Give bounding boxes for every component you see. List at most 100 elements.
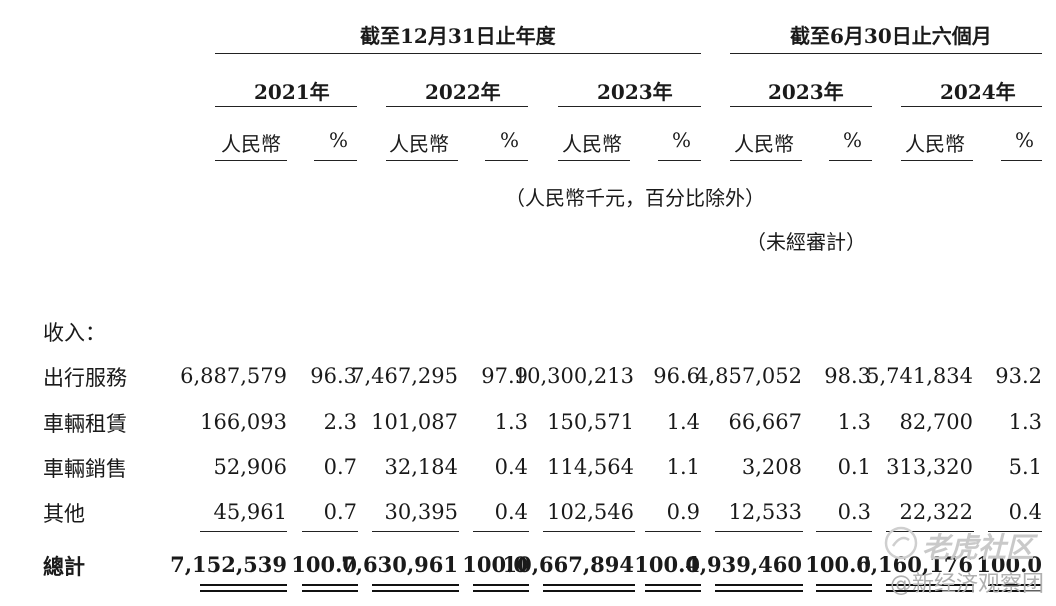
total-label: 總計 [43,554,85,579]
table-cell: 52,906 [213,455,287,479]
table-cell: 1.3 [837,410,871,434]
row-label: 車輛租賃 [43,412,127,436]
total-double-rule [715,584,803,592]
table-cell: 1.1 [666,455,700,479]
table-cell: 45,961 [213,500,287,524]
table-cell: 0.1 [837,455,871,479]
row-label: 車輛銷售 [43,457,127,481]
table-cell: 3,208 [741,455,802,479]
year-header: 2022年 [425,80,501,104]
table-cell: 12,533 [728,500,802,524]
subtotal-rule [816,531,872,532]
table-cell: 6,887,579 [180,364,287,388]
total-cell: 10,667,894 [502,552,634,577]
col-underline [485,160,528,161]
row-label: 出行服務 [43,366,127,390]
year-header: 2023年 [597,80,673,104]
col-underline [314,160,357,161]
year-header: 2024年 [940,80,1016,104]
watermark-logo-icon [884,526,918,560]
table-cell: 0.4 [1008,500,1042,524]
total-double-rule [543,584,635,592]
total-double-rule [816,584,872,592]
year-underline [730,106,872,107]
table-cell: 97.9 [481,364,528,388]
col-underline [386,160,458,161]
total-cell: 4,939,460 [685,552,802,577]
col-underline [558,160,630,161]
col-rmb-header: 人民幣 [562,132,622,156]
header-group-annual: 截至12月31日止年度 [360,24,556,48]
subtotal-rule [988,531,1042,532]
total-double-rule [473,584,529,592]
col-pct-header: % [843,128,863,152]
col-pct-header: % [1015,128,1035,152]
col-pct-header: % [672,128,692,152]
header-group-halfyear-underline [730,53,1042,54]
table-cell: 2.3 [323,410,357,434]
header-group-annual-underline [215,53,701,54]
col-underline [215,160,287,161]
total-cell: 7,152,539 [170,552,287,577]
year-underline [386,106,528,107]
col-underline [901,160,973,161]
table-cell: 1.4 [666,410,700,434]
total-cell: 100.0 [462,552,528,577]
total-cell: 100.0 [291,552,357,577]
subtotal-rule [473,531,529,532]
table-cell: 5,741,834 [866,364,973,388]
year-header: 2021年 [254,80,330,104]
table-cell: 102,546 [547,500,634,524]
table-cell: 0.4 [494,455,528,479]
table-cell: 1.3 [1008,410,1042,434]
watermark-line2: @新经济观察团 [890,572,1045,597]
subtotal-rule [886,531,974,532]
table-cell: 1.3 [494,410,528,434]
table-cell: 0.7 [323,455,357,479]
year-underline [901,106,1042,107]
subtotal-rule [645,531,701,532]
total-cell: 100.0 [634,552,700,577]
watermark-line1: 老虎社区 [922,531,1035,564]
table-cell: 313,320 [886,455,973,479]
table-cell: 0.3 [837,500,871,524]
table-cell: 0.4 [494,500,528,524]
table-cell: 82,700 [899,410,973,434]
col-rmb-header: 人民幣 [734,132,794,156]
table-cell: 0.9 [666,500,700,524]
table-cell: 166,093 [200,410,287,434]
col-rmb-header: 人民幣 [905,132,965,156]
total-double-rule [988,584,1042,592]
table-cell: 22,322 [899,500,973,524]
col-pct-header: % [500,128,520,152]
unaudited-note: （未經審計） [746,230,866,254]
table-cell: 96.6 [653,364,700,388]
subtotal-rule [200,531,287,532]
table-cell: 30,395 [384,500,458,524]
table-cell: 10,300,213 [513,364,634,388]
year-underline [215,106,357,107]
subtotal-rule [372,531,459,532]
table-cell: 93.2 [995,364,1042,388]
table-cell: 96.3 [310,364,357,388]
total-double-rule [302,584,358,592]
subtotal-rule [543,531,635,532]
col-rmb-header: 人民幣 [389,132,449,156]
table-cell: 7,467,295 [351,364,458,388]
table-cell: 32,184 [384,455,458,479]
total-cell: 100.0 [976,552,1042,577]
total-double-rule [645,584,701,592]
col-underline [829,160,872,161]
table-cell: 5.1 [1008,455,1042,479]
total-double-rule [200,584,287,592]
subtotal-rule [715,531,803,532]
header-group-halfyear: 截至6月30日止六個月 [790,24,992,48]
table-cell: 150,571 [547,410,634,434]
total-cell: 6,160,176 [856,552,973,577]
col-underline [1001,160,1042,161]
table-cell: 98.3 [824,364,871,388]
table-cell: 0.7 [323,500,357,524]
table-cell: 66,667 [728,410,802,434]
col-rmb-header: 人民幣 [221,132,281,156]
year-underline [558,106,701,107]
